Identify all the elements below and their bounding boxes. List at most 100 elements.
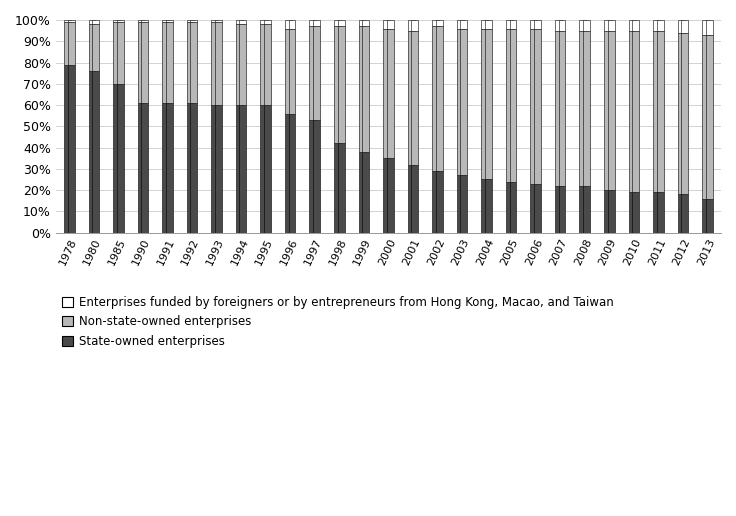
Bar (68, 64, 74, 233)
Bar (632, 192, 639, 233)
Bar (215, 20, 222, 22)
Bar (604, 190, 611, 233)
Bar (358, 152, 365, 233)
Bar (68, 22, 74, 64)
Bar (113, 84, 120, 233)
Bar (383, 28, 390, 158)
Bar (408, 30, 414, 165)
Bar (362, 26, 369, 152)
Bar (555, 30, 562, 186)
Bar (64, 22, 71, 64)
Bar (461, 28, 467, 175)
Bar (191, 103, 197, 233)
Bar (141, 22, 148, 103)
Bar (481, 20, 488, 28)
Bar (604, 30, 611, 190)
Bar (334, 26, 341, 143)
Bar (236, 20, 243, 24)
Bar (534, 28, 541, 184)
Bar (559, 20, 565, 30)
Bar (64, 20, 71, 22)
Bar (457, 28, 464, 175)
Bar (334, 20, 341, 26)
Bar (383, 158, 390, 233)
Bar (702, 35, 709, 199)
Bar (162, 22, 169, 103)
Bar (162, 103, 169, 233)
Bar (608, 20, 615, 30)
Bar (289, 28, 295, 114)
Bar (579, 30, 587, 186)
Bar (187, 22, 194, 103)
Bar (559, 30, 565, 186)
Bar (509, 182, 517, 233)
Bar (509, 20, 517, 28)
Bar (362, 152, 369, 233)
Bar (608, 190, 615, 233)
Bar (706, 199, 712, 233)
Bar (653, 30, 660, 192)
Bar (138, 20, 144, 22)
Bar (68, 20, 74, 22)
Bar (117, 84, 124, 233)
Bar (678, 195, 684, 233)
Bar (579, 20, 587, 30)
Bar (264, 20, 271, 24)
Bar (236, 24, 243, 105)
Bar (309, 20, 316, 26)
Bar (358, 20, 365, 26)
Bar (88, 20, 96, 24)
Bar (215, 105, 222, 233)
Bar (338, 26, 344, 143)
Bar (166, 103, 173, 233)
Bar (485, 180, 492, 233)
Bar (264, 24, 271, 105)
Bar (261, 20, 267, 24)
Bar (408, 20, 414, 30)
Bar (653, 20, 660, 30)
Bar (678, 20, 684, 33)
Bar (92, 20, 99, 24)
Bar (461, 175, 467, 233)
Bar (387, 20, 394, 28)
Bar (657, 20, 664, 30)
Bar (531, 184, 537, 233)
Bar (285, 114, 291, 233)
Bar (657, 192, 664, 233)
Bar (678, 33, 684, 195)
Bar (579, 186, 587, 233)
Bar (191, 20, 197, 22)
Bar (113, 20, 120, 22)
Bar (534, 184, 541, 233)
Bar (559, 186, 565, 233)
Bar (211, 105, 218, 233)
Bar (506, 28, 513, 182)
Bar (702, 20, 709, 35)
Bar (309, 26, 316, 120)
Bar (117, 20, 124, 22)
Bar (629, 192, 635, 233)
Bar (436, 20, 443, 26)
Bar (141, 103, 148, 233)
Bar (436, 26, 443, 171)
Bar (362, 20, 369, 26)
Bar (629, 20, 635, 30)
Bar (211, 22, 218, 105)
Bar (138, 103, 144, 233)
Bar (113, 22, 120, 84)
Bar (387, 28, 394, 158)
Bar (117, 22, 124, 84)
Bar (239, 105, 247, 233)
Bar (64, 64, 71, 233)
Bar (313, 120, 320, 233)
Bar (162, 20, 169, 22)
Bar (481, 28, 488, 180)
Bar (92, 71, 99, 233)
Bar (555, 186, 562, 233)
Bar (632, 20, 639, 30)
Bar (481, 180, 488, 233)
Bar (682, 33, 688, 195)
Bar (211, 20, 218, 22)
Bar (191, 22, 197, 103)
Bar (313, 20, 320, 26)
